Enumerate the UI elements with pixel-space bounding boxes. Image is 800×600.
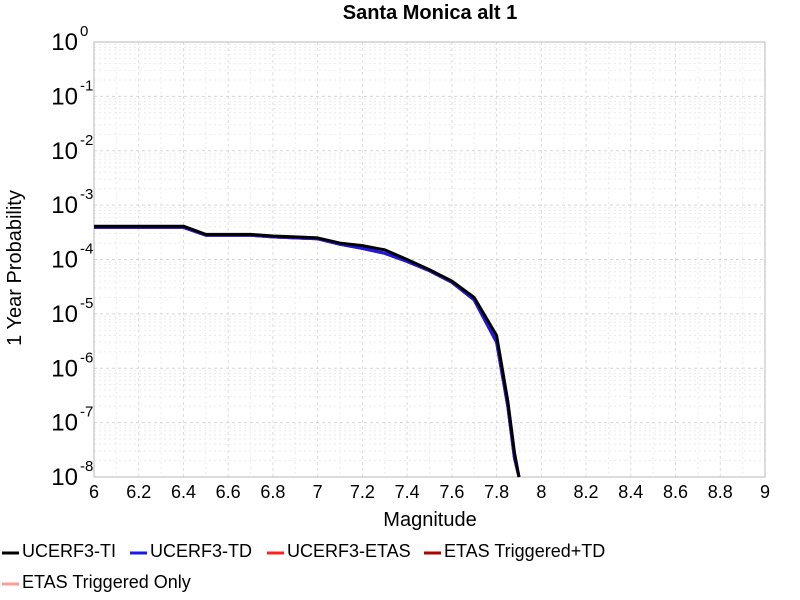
- y-tick-exponent: -5: [80, 295, 93, 312]
- y-tick-exponent: 0: [80, 23, 88, 40]
- y-tick-label: 10: [51, 247, 78, 274]
- x-tick-label: 7.6: [439, 482, 464, 502]
- x-tick-label: 7: [313, 482, 323, 502]
- x-tick-labels: 6 6.2 6.4 6.6 6.8 7 7.2 7.4 7.6 7.8 8 8.2 8.4 8.6 8.8 9: [89, 482, 770, 502]
- y-tick-exponent: -6: [80, 349, 93, 366]
- y-tick-exponent: -7: [80, 404, 93, 421]
- y-tick-label: 10: [51, 410, 78, 437]
- x-tick-label: 7.2: [350, 482, 375, 502]
- x-tick-label: 6: [89, 482, 99, 502]
- y-tick-label: 10: [51, 83, 78, 110]
- y-tick-exponent: -3: [80, 186, 93, 203]
- x-tick-label: 8.2: [574, 482, 599, 502]
- y-axis-label: 1 Year Probability: [4, 190, 26, 346]
- y-tick-label: 10: [51, 301, 78, 328]
- x-tick-label: 6.8: [260, 482, 285, 502]
- y-tick-exponent: -2: [80, 132, 93, 149]
- series-line-ucerf3-ti: [94, 224, 521, 478]
- x-tick-label: 6.2: [126, 482, 151, 502]
- series-layer: [94, 224, 521, 478]
- y-tick-label: 10: [51, 29, 78, 56]
- legend-label: UCERF3-TI: [22, 541, 116, 561]
- grid: [93, 41, 766, 478]
- legend-label: UCERF3-TD: [150, 541, 252, 561]
- x-tick-label: 7.4: [395, 482, 420, 502]
- y-tick-label: 10: [51, 464, 78, 491]
- x-tick-label: 8: [536, 482, 546, 502]
- y-tick-label: 10: [51, 138, 78, 165]
- x-tick-label: 7.8: [484, 482, 509, 502]
- legend-label: ETAS Triggered Only: [22, 572, 191, 592]
- y-tick-exponent: -4: [80, 241, 93, 258]
- legend: UCERF3-TI UCERF3-TD UCERF3-ETAS ETAS Trigge…: [2, 541, 605, 592]
- plot-frame: [93, 41, 766, 478]
- y-tick-exponent: -8: [80, 458, 93, 475]
- x-tick-label: 8.6: [663, 482, 688, 502]
- y-tick-label: 10: [51, 192, 78, 219]
- x-tick-label: 6.4: [171, 482, 196, 502]
- x-tick-label: 8.4: [618, 482, 643, 502]
- x-axis-label: Magnitude: [383, 509, 476, 531]
- y-tick-label: 10: [51, 355, 78, 382]
- legend-label: ETAS Triggered+TD: [444, 541, 605, 561]
- y-tick-exponent: -1: [80, 77, 93, 94]
- x-tick-label: 8.8: [708, 482, 733, 502]
- legend-label: UCERF3-ETAS: [287, 541, 411, 561]
- x-tick-label: 9: [760, 482, 770, 502]
- chart-title: Santa Monica alt 1: [343, 2, 518, 24]
- x-tick-label: 6.6: [216, 482, 241, 502]
